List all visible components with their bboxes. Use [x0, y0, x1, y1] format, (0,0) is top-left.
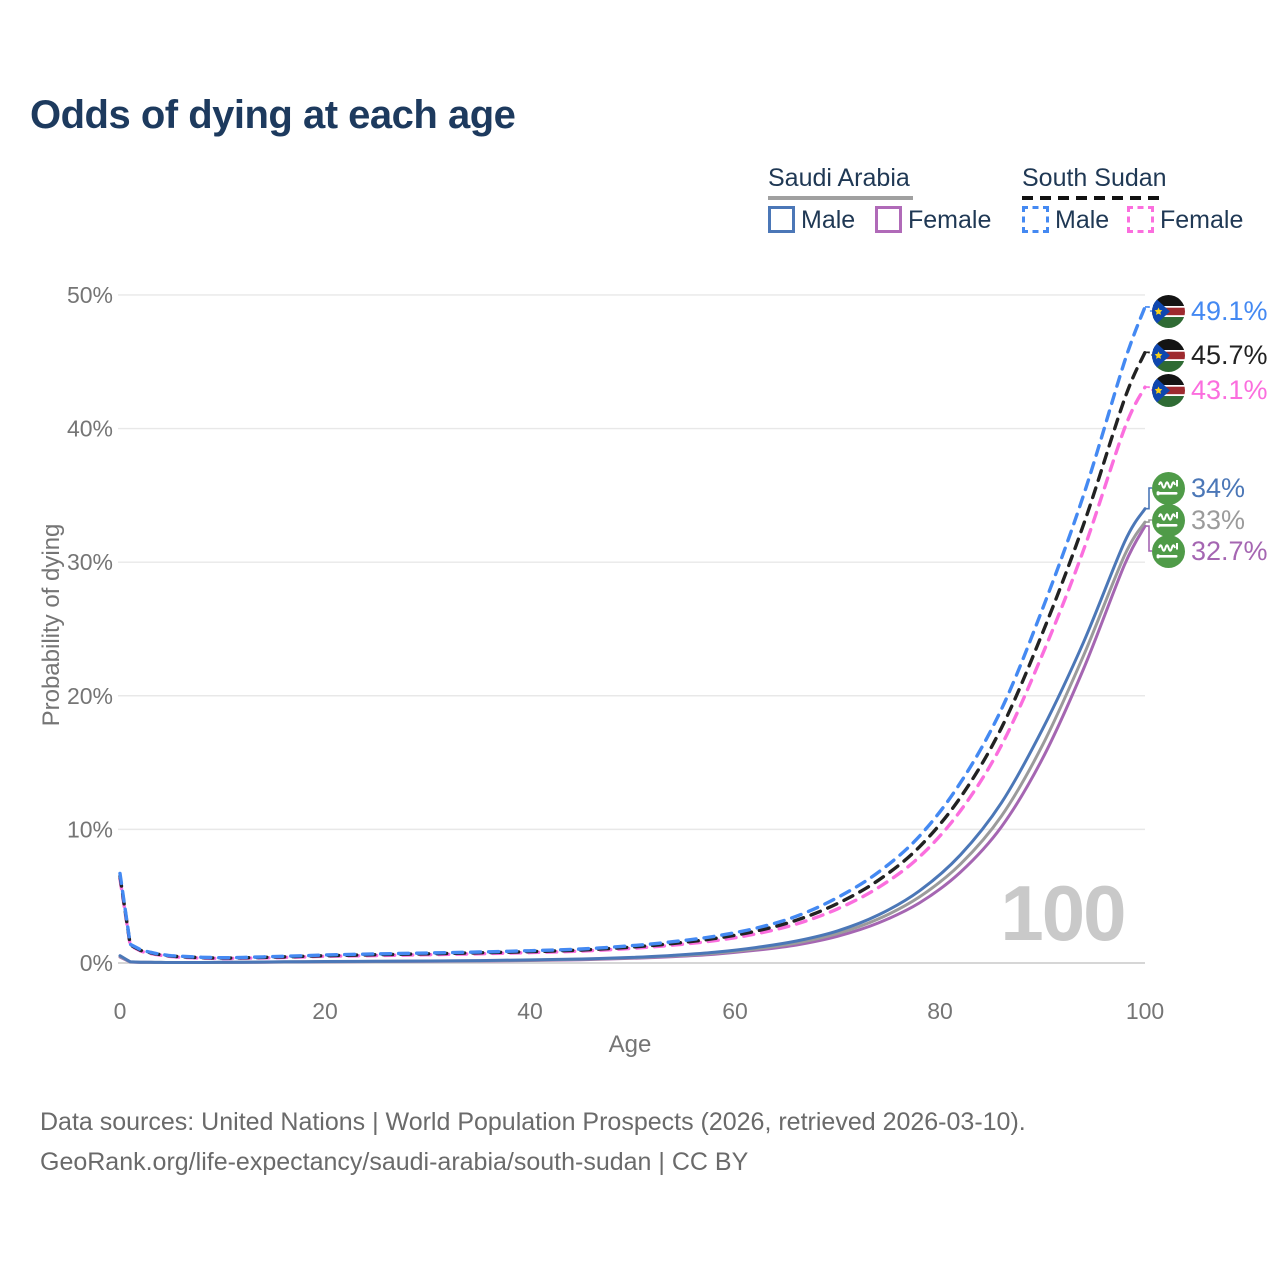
series-line-south-sudan-male[interactable]	[118, 305, 1147, 960]
legend-south-sudan-line-sample	[1022, 196, 1164, 200]
source-line-2: GeoRank.org/life-expectancy/saudi-arabia…	[40, 1148, 749, 1176]
saudi-arabia-flag-icon	[1152, 534, 1185, 568]
x-tick-label: 100	[1126, 998, 1164, 1024]
end-label-value-south-sudan-male: 49.1%	[1191, 295, 1268, 326]
end-label-connector-south-sudan-female	[1145, 386, 1152, 391]
y-tick-label: 0%	[80, 950, 113, 976]
south-sudan-flag-icon	[1152, 373, 1185, 407]
end-label-value-south-sudan-female: 43.1%	[1191, 374, 1268, 405]
legend-item-saudi-female[interactable]: Female	[908, 206, 992, 234]
legend-group-saudi-arabia: Saudi Arabia	[768, 164, 910, 192]
watermark-age: 100	[1000, 869, 1126, 957]
end-label-south-sudan-combined: 45.7%	[1152, 338, 1268, 372]
south-sudan-flag-icon	[1152, 294, 1185, 328]
end-label-saudi-arabia-combined: 33%	[1152, 503, 1246, 537]
legend-swatch-saudi-male[interactable]	[768, 206, 795, 233]
south-sudan-flag-icon	[1152, 338, 1185, 372]
saudi-arabia-flag-icon	[1152, 503, 1185, 537]
legend-swatch-south-sudan-female[interactable]	[1127, 206, 1154, 233]
end-label-value-saudi-arabia-combined: 33%	[1191, 504, 1246, 535]
end-label-south-sudan-female: 43.1%	[1152, 373, 1268, 407]
y-tick-label: 30%	[67, 549, 113, 575]
legend-swatch-saudi-female[interactable]	[875, 206, 902, 233]
x-tick-label: 80	[927, 998, 953, 1024]
y-tick-label: 40%	[67, 416, 113, 442]
legend-swatch-south-sudan-male[interactable]	[1022, 206, 1049, 233]
chart-title: Odds of dying at each age	[30, 93, 516, 137]
y-tick-label: 20%	[67, 683, 113, 709]
saudi-arabia-flag-icon	[1152, 471, 1185, 505]
end-label-connector-saudi-arabia-female	[1145, 525, 1152, 552]
source-line-1: Data sources: United Nations | World Pop…	[40, 1108, 1026, 1136]
series-line-saudi-arabia-male[interactable]	[118, 507, 1147, 964]
x-tick-label: 40	[517, 998, 543, 1024]
legend-item-south-sudan-female[interactable]: Female	[1160, 206, 1244, 234]
end-label-saudi-arabia-female: 32.7%	[1152, 534, 1268, 568]
end-label-saudi-arabia-male: 34%	[1152, 471, 1246, 505]
end-label-connector-south-sudan-combined	[1145, 351, 1152, 356]
x-tick-label: 60	[722, 998, 748, 1024]
end-label-value-south-sudan-combined: 45.7%	[1191, 339, 1268, 370]
y-tick-label: 50%	[67, 282, 113, 308]
end-label-connector-saudi-arabia-male	[1145, 487, 1152, 510]
legend-group-south-sudan: South Sudan	[1022, 164, 1167, 192]
legend-saudi-arabia-line-sample	[768, 196, 913, 200]
end-label-south-sudan-male: 49.1%	[1152, 294, 1268, 328]
end-label-value-saudi-arabia-female: 32.7%	[1191, 535, 1268, 566]
x-tick-label: 20	[312, 998, 338, 1024]
y-tick-label: 10%	[67, 816, 113, 842]
end-label-connector-south-sudan-male	[1145, 306, 1152, 312]
x-axis-title: Age	[609, 1031, 652, 1058]
end-label-connector-saudi-arabia-combined	[1145, 519, 1152, 523]
end-label-value-saudi-arabia-male: 34%	[1191, 472, 1246, 503]
y-axis-title: Probability of dying	[38, 523, 65, 727]
legend-item-saudi-male[interactable]: Male	[801, 206, 856, 234]
legend-item-south-sudan-male[interactable]: Male	[1055, 206, 1110, 234]
x-tick-label: 0	[114, 998, 127, 1024]
